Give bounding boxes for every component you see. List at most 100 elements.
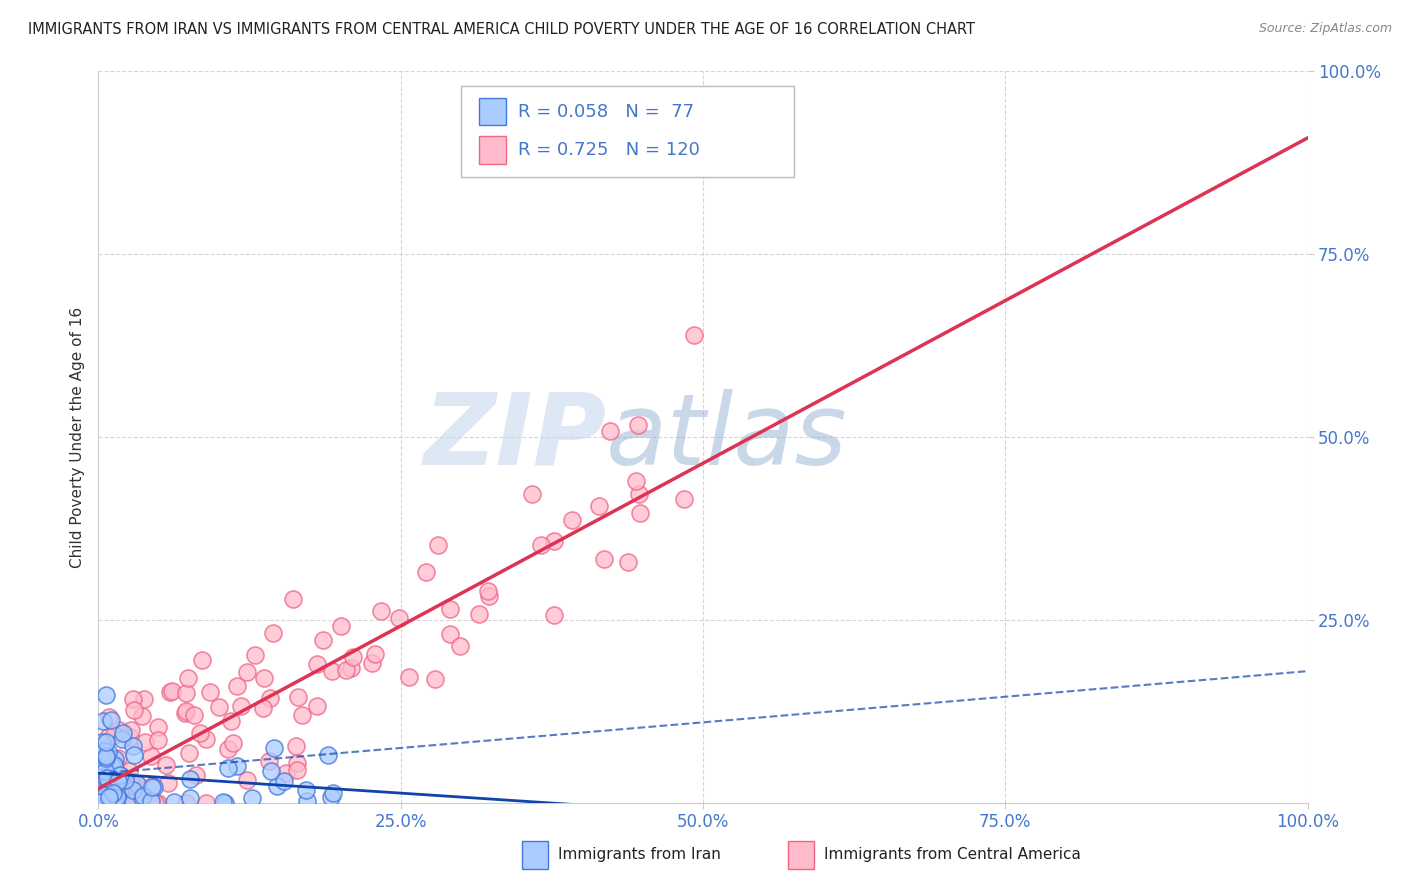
Point xyxy=(322,786,344,800)
Point xyxy=(114,789,136,803)
Point xyxy=(108,768,131,782)
Point xyxy=(174,686,197,700)
Point xyxy=(101,786,124,800)
Text: Source: ZipAtlas.com: Source: ZipAtlas.com xyxy=(1258,22,1392,36)
Point xyxy=(231,698,253,713)
Point xyxy=(219,714,242,729)
Point xyxy=(103,791,125,805)
Point xyxy=(273,774,295,789)
Y-axis label: Child Poverty Under the Age of 16: Child Poverty Under the Age of 16 xyxy=(69,307,84,567)
Point xyxy=(134,735,156,749)
Text: atlas: atlas xyxy=(606,389,848,485)
Point xyxy=(449,640,471,654)
Point xyxy=(98,794,121,808)
Point xyxy=(285,756,308,770)
Point xyxy=(259,690,281,705)
Point xyxy=(141,780,163,794)
Point xyxy=(96,734,118,748)
Point xyxy=(110,784,132,798)
Point xyxy=(89,783,111,797)
Point xyxy=(439,627,461,641)
Point xyxy=(520,487,543,501)
Point xyxy=(127,777,149,791)
Point xyxy=(98,709,121,723)
Point xyxy=(131,789,153,804)
Point xyxy=(90,735,112,749)
Point xyxy=(627,417,650,432)
Point xyxy=(94,794,117,808)
Point xyxy=(120,723,142,737)
Point xyxy=(388,610,411,624)
Point xyxy=(624,475,647,489)
Point xyxy=(100,713,122,727)
Point xyxy=(439,602,461,616)
Point xyxy=(98,780,121,794)
Point xyxy=(212,795,235,809)
Point xyxy=(122,783,145,797)
Point xyxy=(104,752,127,766)
Point xyxy=(111,731,134,746)
Point xyxy=(107,751,129,765)
Point xyxy=(257,754,280,768)
Point xyxy=(198,685,221,699)
Point xyxy=(179,772,201,787)
Point xyxy=(425,672,447,686)
Point xyxy=(96,785,118,799)
Point xyxy=(96,788,118,802)
FancyBboxPatch shape xyxy=(787,841,814,869)
Point xyxy=(530,538,553,552)
Point xyxy=(122,795,145,809)
Point xyxy=(122,692,145,706)
Point xyxy=(94,780,117,794)
Point xyxy=(114,796,136,810)
Point xyxy=(90,743,112,757)
Point xyxy=(335,664,357,678)
Point xyxy=(98,787,121,801)
Point xyxy=(114,796,136,810)
Point xyxy=(592,552,614,566)
Point xyxy=(94,796,117,810)
Point xyxy=(263,741,285,756)
Point xyxy=(101,796,124,810)
Point xyxy=(100,759,122,773)
Point xyxy=(217,761,239,775)
Point xyxy=(287,690,309,705)
Point xyxy=(93,744,115,758)
Point xyxy=(330,618,353,632)
Point xyxy=(672,492,695,507)
Point xyxy=(148,796,170,810)
Point xyxy=(173,706,195,721)
Point xyxy=(260,764,283,778)
Point xyxy=(142,780,165,794)
Point xyxy=(305,657,328,672)
Point xyxy=(477,583,499,598)
Point xyxy=(188,726,211,740)
Point xyxy=(122,792,145,806)
Point xyxy=(89,796,111,810)
Point xyxy=(321,664,343,678)
Text: IMMIGRANTS FROM IRAN VS IMMIGRANTS FROM CENTRAL AMERICA CHILD POVERTY UNDER THE : IMMIGRANTS FROM IRAN VS IMMIGRANTS FROM … xyxy=(28,22,976,37)
Point xyxy=(159,684,181,698)
Point xyxy=(617,555,640,569)
Text: ZIP: ZIP xyxy=(423,389,606,485)
Point xyxy=(120,796,142,810)
Point xyxy=(112,773,135,788)
Point xyxy=(285,763,308,777)
Point xyxy=(91,792,114,806)
Point xyxy=(118,730,141,744)
Point xyxy=(93,796,115,810)
Point xyxy=(97,778,120,792)
Point xyxy=(208,700,231,714)
Point xyxy=(262,625,284,640)
Point xyxy=(97,796,120,810)
Point xyxy=(90,795,112,809)
Point xyxy=(134,692,156,706)
Text: Immigrants from Central America: Immigrants from Central America xyxy=(824,847,1081,862)
Point xyxy=(87,749,110,764)
Point xyxy=(214,796,236,810)
Point xyxy=(266,779,288,793)
Point xyxy=(98,790,121,805)
Point xyxy=(124,780,146,794)
Point xyxy=(319,790,342,805)
Point xyxy=(139,794,162,808)
